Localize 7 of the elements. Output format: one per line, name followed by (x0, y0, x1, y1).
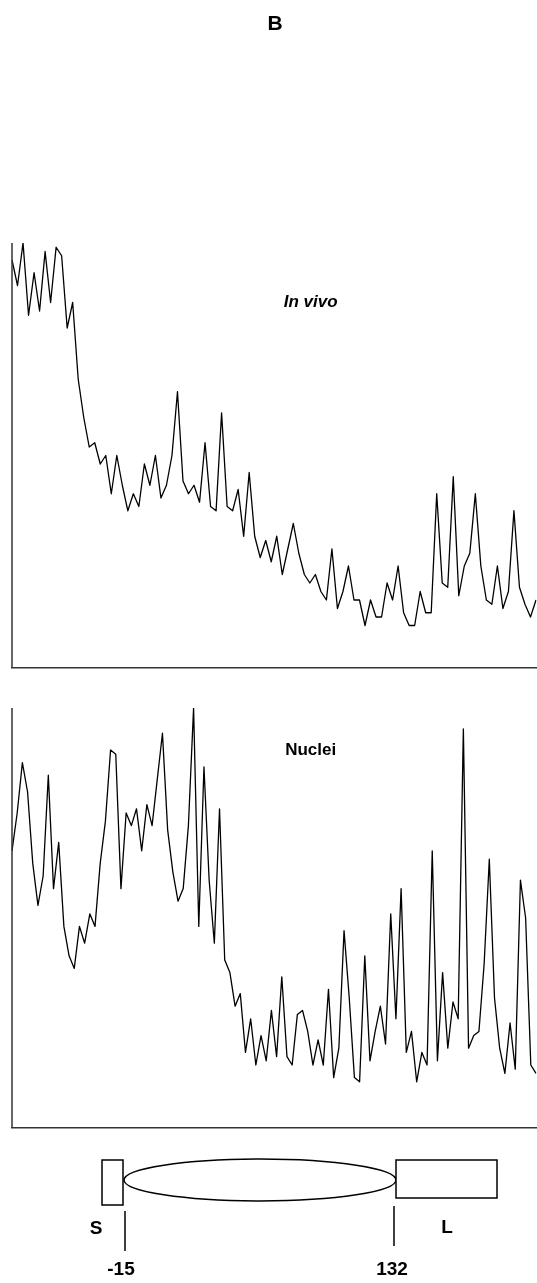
text: In vivo (283, 292, 338, 312)
text: S (88, 1217, 104, 1238)
text: B (266, 11, 284, 34)
text: Nuclei (285, 739, 337, 759)
text: L (440, 1216, 454, 1237)
text: 132 (375, 1258, 409, 1279)
text: -15 (106, 1258, 136, 1279)
